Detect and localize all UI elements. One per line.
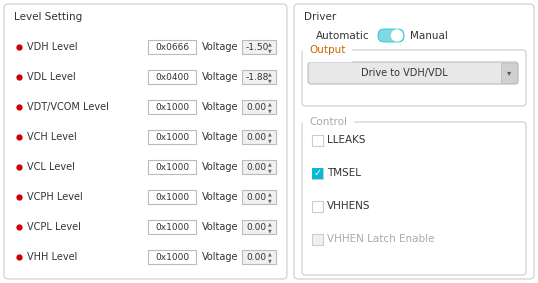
Bar [148, 130, 196, 144]
FancyBboxPatch shape [308, 62, 518, 84]
Text: ▼: ▼ [268, 258, 272, 263]
Text: VCH Level: VCH Level [27, 132, 77, 142]
Text: 0.00: 0.00 [246, 192, 266, 201]
Text: 0.00: 0.00 [246, 102, 266, 112]
Bar [312, 134, 323, 145]
Circle shape [392, 30, 402, 41]
Text: 0x1000: 0x1000 [155, 252, 189, 261]
Text: Voltage: Voltage [202, 192, 238, 202]
Text: ▼: ▼ [268, 48, 272, 53]
Bar [312, 233, 323, 245]
Text: Voltage: Voltage [202, 132, 238, 142]
Text: 0x1000: 0x1000 [155, 132, 189, 142]
Text: 0.00: 0.00 [246, 132, 266, 142]
FancyBboxPatch shape [4, 4, 287, 279]
Bar [242, 190, 276, 204]
Bar [242, 160, 276, 174]
Text: ▲: ▲ [268, 251, 272, 256]
Text: ▼: ▼ [268, 168, 272, 173]
Text: ▼: ▼ [268, 228, 272, 233]
Text: 0x1000: 0x1000 [155, 162, 189, 171]
Text: 0x1000: 0x1000 [155, 222, 189, 231]
Text: -1.88: -1.88 [246, 72, 270, 82]
Text: VDH Level: VDH Level [27, 42, 77, 52]
Text: Voltage: Voltage [202, 72, 238, 82]
Bar [148, 250, 196, 264]
Bar [148, 190, 196, 204]
Bar [242, 70, 276, 84]
Bar [312, 168, 323, 179]
Text: 0x0666: 0x0666 [155, 42, 189, 52]
Text: ▲: ▲ [268, 71, 272, 76]
Text: ▲: ▲ [268, 221, 272, 226]
Text: VDL Level: VDL Level [27, 72, 76, 82]
Bar [242, 220, 276, 234]
Bar [312, 200, 323, 211]
Text: 0.00: 0.00 [246, 162, 266, 171]
Text: VCPL Level: VCPL Level [27, 222, 81, 232]
Text: ▲: ▲ [268, 131, 272, 136]
Bar [242, 100, 276, 114]
Text: TMSEL: TMSEL [327, 168, 361, 178]
Text: ▲: ▲ [268, 41, 272, 46]
Bar [312, 168, 323, 179]
Text: VHH Level: VHH Level [27, 252, 77, 262]
Text: 0.00: 0.00 [246, 222, 266, 231]
Text: Voltage: Voltage [202, 102, 238, 112]
Text: ▼: ▼ [268, 138, 272, 143]
Text: VCPH Level: VCPH Level [27, 192, 83, 202]
Bar [242, 40, 276, 54]
FancyBboxPatch shape [294, 4, 534, 279]
Text: Automatic: Automatic [316, 31, 370, 41]
Text: Control: Control [309, 117, 347, 127]
Text: 0x1000: 0x1000 [155, 102, 189, 112]
Text: -1.50: -1.50 [246, 42, 270, 52]
Text: ✓: ✓ [314, 168, 322, 178]
Text: ▲: ▲ [268, 101, 272, 106]
Bar [148, 70, 196, 84]
Text: Voltage: Voltage [202, 222, 238, 232]
Text: ▾: ▾ [507, 68, 511, 78]
Bar [501, 63, 517, 83]
Text: LLEAKS: LLEAKS [327, 135, 365, 145]
Text: ▼: ▼ [268, 78, 272, 83]
Text: Driver: Driver [304, 12, 336, 22]
FancyBboxPatch shape [302, 122, 526, 275]
Bar [148, 220, 196, 234]
Text: VHHENS: VHHENS [327, 201, 371, 211]
Text: 0x0400: 0x0400 [155, 72, 189, 82]
Text: Voltage: Voltage [202, 42, 238, 52]
Text: Voltage: Voltage [202, 162, 238, 172]
Text: 0.00: 0.00 [246, 252, 266, 261]
Text: Level Setting: Level Setting [14, 12, 82, 22]
Bar [148, 160, 196, 174]
Bar [242, 250, 276, 264]
Text: 0x1000: 0x1000 [155, 192, 189, 201]
Text: VHHEN Latch Enable: VHHEN Latch Enable [327, 234, 435, 244]
Text: ▲: ▲ [268, 191, 272, 196]
Text: Output: Output [309, 45, 345, 55]
Text: ▲: ▲ [268, 161, 272, 166]
Bar [148, 100, 196, 114]
Text: Manual: Manual [410, 31, 448, 41]
Text: Voltage: Voltage [202, 252, 238, 262]
FancyBboxPatch shape [378, 29, 404, 42]
Bar [242, 130, 276, 144]
FancyBboxPatch shape [302, 50, 526, 106]
Text: ▼: ▼ [268, 108, 272, 113]
Text: Drive to VDH/VDL: Drive to VDH/VDL [360, 68, 448, 78]
Text: VDT/VCOM Level: VDT/VCOM Level [27, 102, 109, 112]
Text: VCL Level: VCL Level [27, 162, 75, 172]
Text: ▼: ▼ [268, 198, 272, 203]
Bar [148, 40, 196, 54]
